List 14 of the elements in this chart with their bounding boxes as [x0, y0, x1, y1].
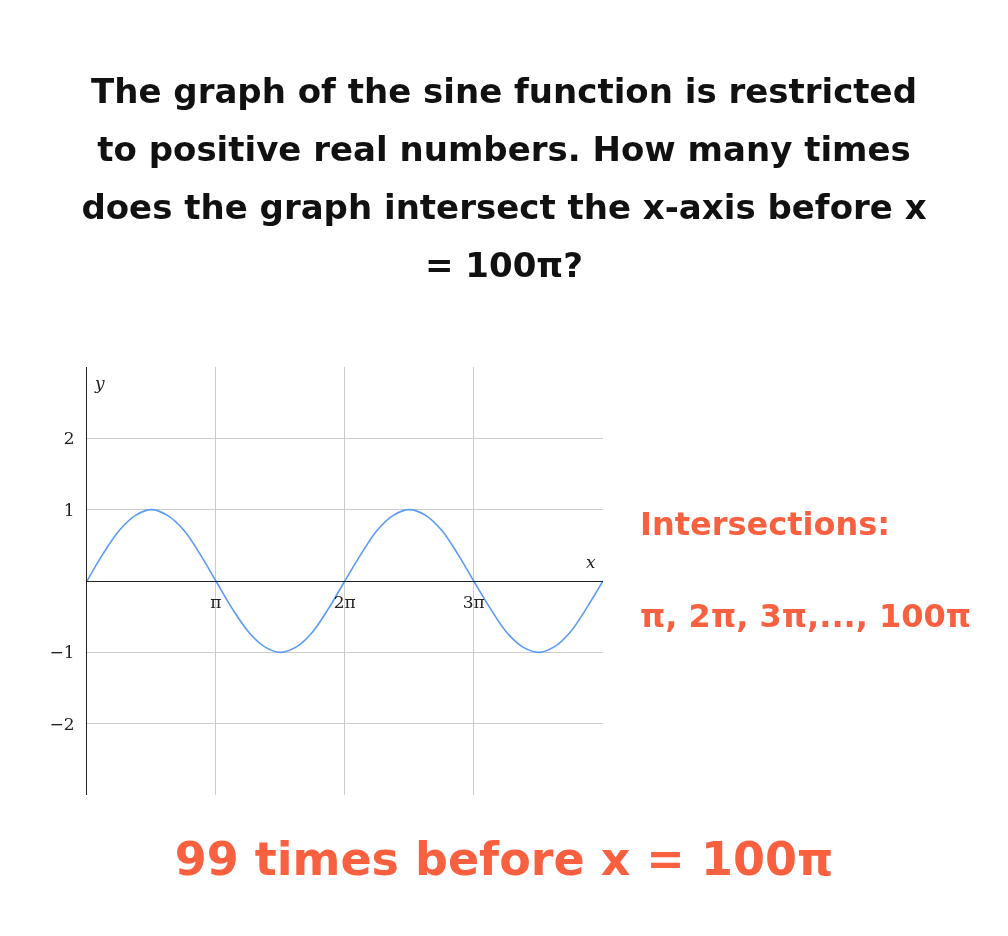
- text: π, 2π, 3π,..., 100π: [640, 597, 972, 635]
- y-axis-title: y: [94, 373, 105, 393]
- text: 99 times before x = 100π: [173, 832, 835, 886]
- x-tick-label: 2π: [333, 592, 356, 613]
- x-axis-title: x: [586, 552, 596, 572]
- line-series: [87, 508, 603, 654]
- text: Intersections:: [640, 505, 891, 543]
- y-tick-label: −2: [49, 713, 75, 734]
- x-tick-label: 3π: [462, 592, 485, 613]
- y-tick-label: 2: [63, 428, 75, 449]
- y-tick-label: −1: [49, 642, 75, 663]
- chart-title: The graph of the sine function is restricted to positive real numbers. How many times does the graph intersect the x-axis before x = 100π?: [80, 70, 928, 287]
- x-tick-label: π: [210, 592, 222, 613]
- y-tick-label: 1: [63, 499, 75, 520]
